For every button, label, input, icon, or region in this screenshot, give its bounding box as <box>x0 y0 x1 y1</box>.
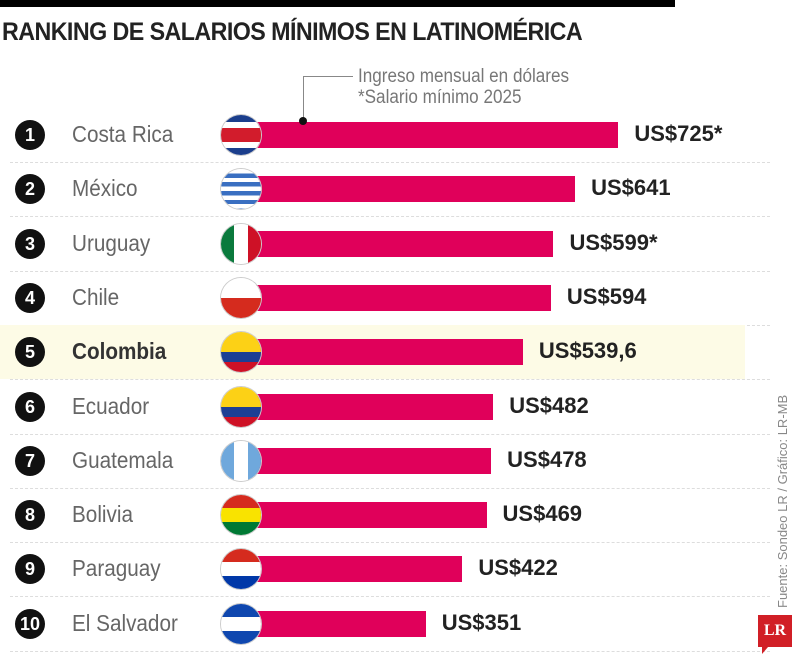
bar <box>245 393 494 420</box>
country-label: México <box>72 175 138 202</box>
bar-row: 5 Colombia US$539,6 <box>0 325 770 381</box>
row-divider <box>10 596 770 598</box>
rank-badge: 9 <box>15 554 45 585</box>
country-label: Guatemala <box>72 446 174 473</box>
top-rule <box>0 0 675 7</box>
lr-logo: LR <box>758 615 792 654</box>
country-label: Colombia <box>72 338 167 365</box>
rank-badge: 1 <box>15 120 45 150</box>
flag-icon-paraguay <box>221 549 261 590</box>
flag-icon-mexico <box>221 223 261 264</box>
bar-row: 2 México US$641 <box>0 162 770 218</box>
rank-badge: 5 <box>15 337 45 368</box>
bar-row: 4 Chile US$594 <box>0 271 770 326</box>
value-label: US$469 <box>502 501 583 527</box>
row-divider <box>10 216 770 218</box>
flag-icon-guatemala <box>221 440 261 481</box>
row-divider <box>10 433 770 435</box>
legend: Ingreso mensual en dólares *Salario míni… <box>358 66 569 108</box>
row-divider <box>10 542 770 544</box>
bar-row: 8 Bolivia US$469 <box>0 488 770 544</box>
bar <box>245 556 463 583</box>
flag-icon-colombia <box>221 332 261 373</box>
bar-row: 6 Ecuador US$482 <box>0 380 770 435</box>
bar-row: 1 Costa Rica US$725* <box>0 108 770 163</box>
bar <box>245 502 487 529</box>
row-divider <box>10 162 770 163</box>
value-label: US$594 <box>566 283 647 309</box>
value-label: US$351 <box>441 609 522 635</box>
source-note: Fuente: Sondeo LR / Gráfico: LR-MB <box>775 394 790 608</box>
bar-row: 3 Uruguay US$599* <box>0 217 770 272</box>
bar <box>245 176 576 203</box>
country-label: Paraguay <box>72 555 161 582</box>
rank-badge: 8 <box>15 500 45 531</box>
rank-badge: 2 <box>15 174 45 205</box>
rank-badge: 3 <box>15 228 45 259</box>
flag-icon-bolivia <box>221 495 261 536</box>
value-label: US$539,6 <box>538 338 637 364</box>
flag-icon-ecuador <box>221 386 261 427</box>
row-divider <box>10 270 770 272</box>
chart-title: RANKING DE SALARIOS MÍNIMOS EN LATINOMÉR… <box>2 18 583 46</box>
rank-badge: 7 <box>15 445 45 476</box>
bar <box>245 230 554 257</box>
value-label: US$478 <box>507 446 587 472</box>
value-label: US$422 <box>478 555 558 581</box>
legend-line-1: Ingreso mensual en dólares <box>358 66 570 87</box>
bar-row: 10 El Salvador US$351 <box>0 597 770 652</box>
row-divider <box>10 487 770 489</box>
legend-line-2: *Salario mínimo 2025 <box>358 87 522 108</box>
legend-leader-line <box>303 76 353 77</box>
bar <box>245 339 523 366</box>
rank-badge: 4 <box>15 282 45 313</box>
bar <box>245 122 619 148</box>
row-divider <box>10 379 770 381</box>
bar-row: 9 Paraguay US$422 <box>0 542 770 598</box>
legend-leader-dot <box>299 117 307 125</box>
value-label: US$599* <box>569 229 658 255</box>
rank-badge: 6 <box>15 391 45 422</box>
value-label: US$641 <box>591 175 671 201</box>
bar <box>245 610 426 637</box>
country-label: Chile <box>72 283 120 310</box>
bar-row: 7 Guatemala US$478 <box>0 434 770 489</box>
row-divider <box>10 650 770 652</box>
value-label: US$482 <box>509 392 589 418</box>
rank-badge: 10 <box>15 608 45 639</box>
bar <box>245 284 551 311</box>
country-label: Bolivia <box>72 501 133 528</box>
flag-icon-uruguay <box>221 169 261 210</box>
country-label: Ecuador <box>72 392 150 419</box>
country-label: Costa Rica <box>72 121 174 147</box>
country-label: Uruguay <box>72 229 151 256</box>
legend-leader-line <box>303 76 304 120</box>
flag-icon-el-salvador <box>221 603 261 644</box>
bar <box>245 447 492 474</box>
value-label: US$725* <box>634 121 723 146</box>
flag-icon-chile <box>221 277 261 318</box>
flag-icon-costa-rica <box>221 115 261 155</box>
country-label: El Salvador <box>72 609 178 636</box>
